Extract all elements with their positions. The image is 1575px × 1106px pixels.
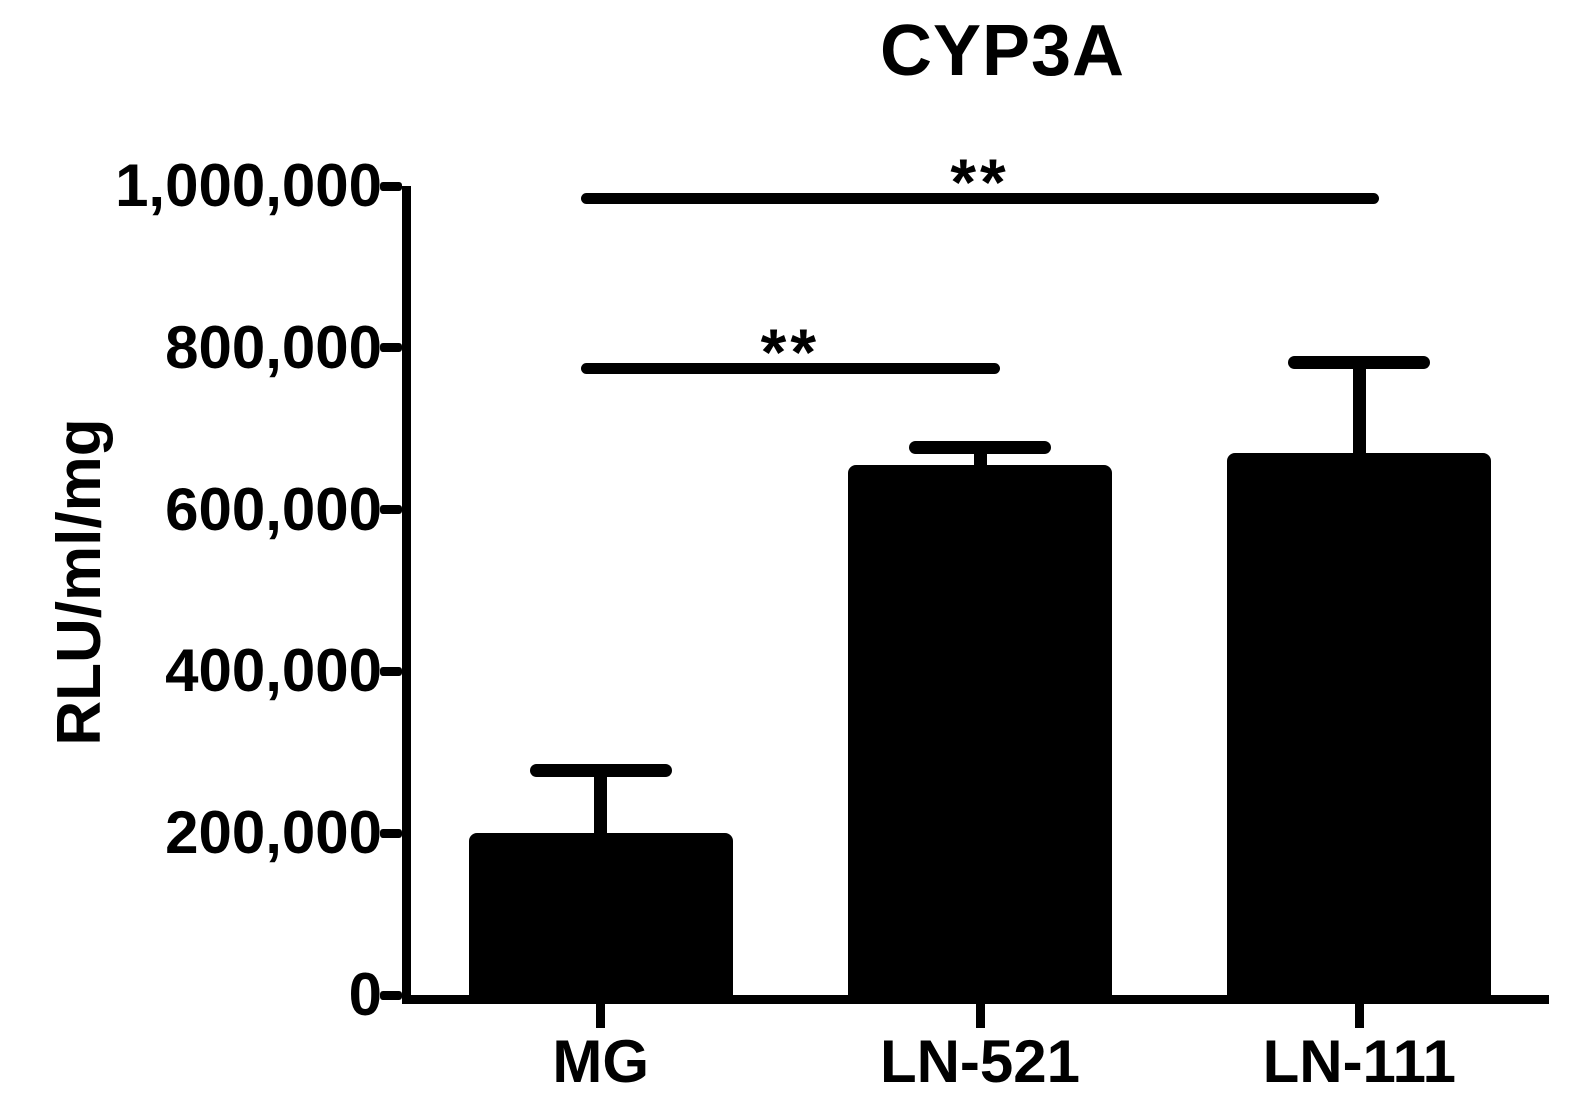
y-axis-tick [380, 828, 402, 838]
y-axis-label: RLU/ml/mg [45, 418, 114, 746]
y-axis-tick [380, 666, 402, 676]
x-axis-category-label: LN-111 [1262, 1028, 1457, 1095]
y-axis-tick [380, 505, 402, 515]
significance-stars: ** [760, 314, 821, 389]
plot-area: 0 200,000 400,000 600,000 800,000 1,000,000 MG… [115, 149, 1549, 1094]
significance-line [580, 192, 1380, 204]
x-axis-tick [596, 1004, 606, 1028]
bar-ln-521 [848, 465, 1112, 995]
x-axis-category-label: MG [552, 1028, 649, 1095]
chart-title: CYP3A [879, 11, 1126, 91]
error-bar-stem [594, 764, 608, 834]
error-bar-cap [529, 764, 672, 778]
y-axis-tick-label: 1,000,000 [115, 152, 382, 219]
y-axis-tick-label: 600,000 [165, 475, 382, 543]
y-axis-tick-label: 0 [348, 961, 382, 1028]
y-axis-tick-label: 200,000 [165, 799, 382, 867]
x-axis-category-label: LN-521 [879, 1028, 1081, 1095]
y-axis-tick [380, 181, 402, 191]
x-axis-tick [975, 1004, 985, 1028]
error-bar-cap [909, 440, 1051, 454]
y-axis-tick-label: 800,000 [165, 313, 382, 381]
y-axis-tick-label: 400,000 [165, 637, 382, 705]
significance-stars: ** [950, 144, 1010, 219]
error-bar-stem [1352, 355, 1366, 453]
y-axis-tick [380, 990, 402, 1000]
x-axis-tick [1354, 1004, 1364, 1028]
y-axis-tick [380, 343, 402, 353]
bar-mg [468, 833, 733, 995]
significance-line [580, 362, 1000, 374]
bar-ln-111 [1227, 452, 1492, 995]
error-bar-cap [1288, 355, 1431, 369]
